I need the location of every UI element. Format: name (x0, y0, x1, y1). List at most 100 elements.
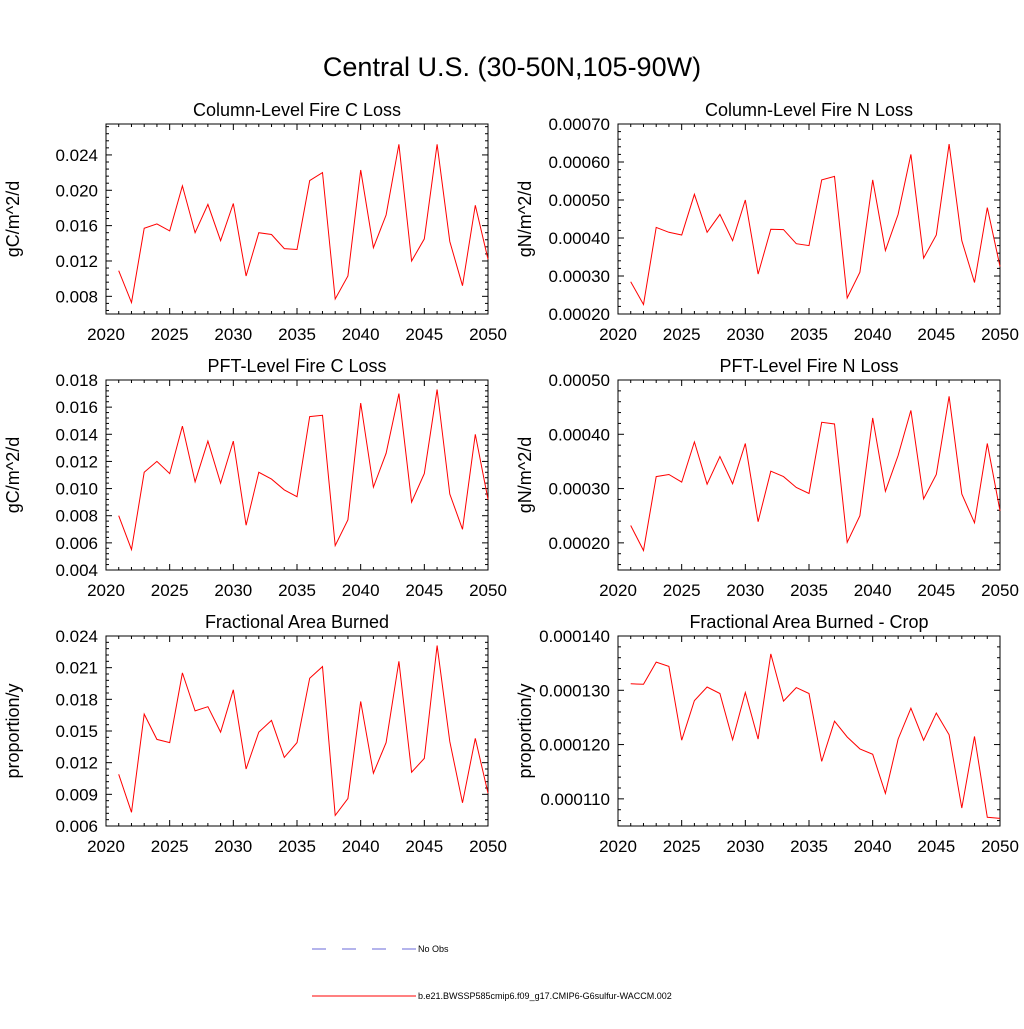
x-tick-label: 2045 (405, 581, 443, 600)
x-tick-label: 2030 (214, 581, 252, 600)
x-tick-label: 2035 (790, 837, 828, 856)
x-tick-label: 2025 (663, 581, 701, 600)
y-tick-label: 0.00070 (549, 115, 610, 134)
x-tick-label: 2050 (981, 325, 1019, 344)
y-tick-label: 0.004 (55, 561, 98, 580)
x-tick-label: 2025 (663, 325, 701, 344)
y-tick-label: 0.009 (55, 785, 98, 804)
y-tick-label: 0.00060 (549, 153, 610, 172)
y-tick-label: 0.020 (55, 181, 98, 200)
y-axis-label: proportion/y (515, 683, 535, 778)
y-tick-label: 0.008 (55, 507, 98, 526)
y-tick-label: 0.00040 (549, 425, 610, 444)
x-tick-label: 2020 (599, 837, 637, 856)
panel-title: PFT-Level Fire C Loss (207, 356, 386, 376)
panel-4: PFT-Level Fire N Loss gN/m^2/d 2020 2025 203… (515, 356, 1019, 600)
y-axis-label: gC/m^2/d (3, 181, 23, 257)
x-tick-label: 2045 (917, 325, 955, 344)
series-line (118, 389, 489, 552)
x-tick-label: 2045 (405, 837, 443, 856)
x-tick-label: 2025 (151, 837, 189, 856)
x-tick-label: 2025 (151, 581, 189, 600)
series-line (630, 144, 1001, 306)
x-tick-label: 2025 (151, 325, 189, 344)
x-tick-label: 2040 (854, 581, 892, 600)
x-tick-label: 2020 (87, 325, 125, 344)
x-tick-label: 2035 (278, 581, 316, 600)
x-tick-label: 2035 (790, 325, 828, 344)
y-tick-label: 0.021 (55, 659, 98, 678)
panel-grid: Column-Level Fire C Loss gC/m^2/d 2020 2025… (3, 100, 1019, 856)
y-tick-label: 0.00020 (549, 305, 610, 324)
y-tick-label: 0.000130 (539, 681, 610, 700)
y-tick-label: 0.000140 (539, 627, 610, 646)
x-tick-label: 2025 (663, 837, 701, 856)
legend-label-no-obs: No Obs (418, 944, 449, 954)
y-tick-label: 0.000120 (539, 736, 610, 755)
legend: No Obs b.e21.BWSSP585cmip6.f09_g17.CMIP6… (312, 944, 672, 1001)
panel-3: PFT-Level Fire C Loss gC/m^2/d 2020 2025 203… (3, 356, 507, 600)
series-line (630, 396, 1001, 553)
x-tick-label: 2040 (854, 325, 892, 344)
x-tick-label: 2040 (342, 581, 380, 600)
y-tick-label: 0.012 (55, 252, 98, 271)
legend-label-run: b.e21.BWSSP585cmip6.f09_g17.CMIP6-G6sulf… (418, 991, 672, 1001)
panel-5: Fractional Area Burned proportion/y 2020 20… (3, 612, 507, 856)
plot-frame (617, 379, 1001, 571)
x-tick-label: 2020 (599, 325, 637, 344)
series-line (118, 645, 489, 817)
x-tick-label: 2050 (469, 581, 507, 600)
y-tick-label: 0.014 (55, 425, 98, 444)
plot-frame (617, 123, 1001, 315)
y-tick-label: 0.008 (55, 287, 98, 306)
y-tick-label: 0.006 (55, 534, 98, 553)
x-tick-label: 2030 (726, 837, 764, 856)
x-tick-label: 2040 (342, 837, 380, 856)
plot-frame (105, 379, 489, 571)
x-tick-label: 2020 (87, 837, 125, 856)
x-tick-label: 2030 (214, 325, 252, 344)
plot-frame (105, 123, 489, 315)
y-tick-label: 0.00030 (549, 480, 610, 499)
y-tick-label: 0.010 (55, 480, 98, 499)
x-tick-label: 2050 (981, 837, 1019, 856)
x-tick-label: 2040 (854, 837, 892, 856)
y-tick-label: 0.016 (55, 217, 98, 236)
x-tick-label: 2035 (278, 325, 316, 344)
y-axis-label: gC/m^2/d (3, 437, 23, 513)
y-tick-label: 0.00040 (549, 229, 610, 248)
x-tick-label: 2050 (469, 325, 507, 344)
y-tick-label: 0.018 (55, 371, 98, 390)
series-line (118, 144, 489, 305)
panel-title: Column-Level Fire C Loss (193, 100, 401, 120)
y-tick-label: 0.016 (55, 398, 98, 417)
x-tick-label: 2050 (981, 581, 1019, 600)
series-line (630, 653, 1001, 819)
y-axis-label: proportion/y (3, 683, 23, 778)
x-tick-label: 2020 (599, 581, 637, 600)
x-tick-label: 2030 (214, 837, 252, 856)
x-tick-label: 2045 (917, 837, 955, 856)
y-tick-label: 0.000110 (540, 790, 610, 809)
y-tick-label: 0.00050 (549, 371, 610, 390)
panel-2: Column-Level Fire N Loss gN/m^2/d 2020 2025… (515, 100, 1019, 344)
figure-title: Central U.S. (30-50N,105-90W) (323, 52, 701, 82)
plot-frame (105, 635, 489, 827)
y-tick-label: 0.00020 (549, 534, 610, 553)
y-tick-label: 0.024 (55, 146, 98, 165)
x-tick-label: 2045 (405, 325, 443, 344)
panel-title: PFT-Level Fire N Loss (719, 356, 898, 376)
y-tick-label: 0.012 (55, 452, 98, 471)
x-tick-label: 2035 (278, 837, 316, 856)
x-tick-label: 2035 (790, 581, 828, 600)
y-axis-label: gN/m^2/d (515, 181, 535, 257)
y-tick-label: 0.00030 (549, 267, 610, 286)
y-tick-label: 0.018 (55, 690, 98, 709)
x-tick-label: 2040 (342, 325, 380, 344)
y-tick-label: 0.015 (55, 722, 98, 741)
y-tick-label: 0.012 (55, 754, 98, 773)
x-tick-label: 2050 (469, 837, 507, 856)
panel-title: Fractional Area Burned (205, 612, 389, 632)
